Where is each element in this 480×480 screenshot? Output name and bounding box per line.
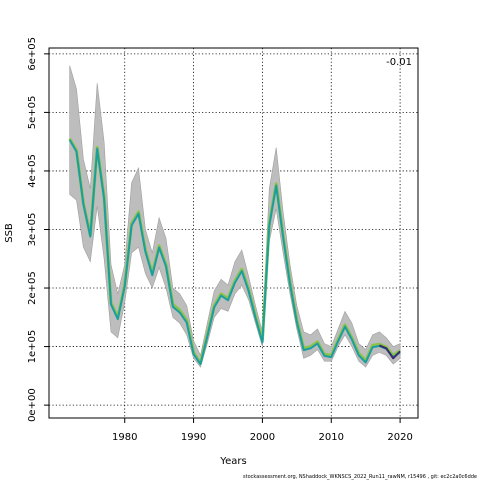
y-axis: 0e+00 1e+05 2e+05 3e+05 4e+05 5e+05 6e+05 [27,37,49,422]
y-tick-label: 3e+05 [27,213,38,247]
y-tick-label: 5e+05 [27,96,38,130]
y-tick-label: 4e+05 [27,154,38,188]
y-tick-label: 6e+05 [27,37,38,71]
y-tick-label: 1e+05 [27,330,38,364]
series-line-2 [68,139,401,366]
source-caption: stockassessment.org, NShaddock_WKNSCS_20… [243,474,477,480]
corner-label: -0.01 [386,57,412,68]
confidence-interval-band [69,65,401,368]
x-tick-label: 1980 [112,432,137,443]
series-line-3 [379,344,401,360]
x-tick-label: 2020 [387,432,412,443]
x-axis: 1980 1990 2000 2010 2020 [112,418,413,443]
plot-frame [48,47,419,419]
y-axis-label: SSB [4,223,15,243]
x-tick-label: 2000 [250,432,275,443]
series-lines [68,137,401,366]
x-tick-label: 2010 [319,432,344,443]
confidence-band [69,65,401,368]
x-tick-label: 1990 [181,432,206,443]
y-tick-label: 0e+00 [27,388,38,422]
y-tick-label: 2e+05 [27,271,38,305]
x-axis-label: Years [219,456,246,467]
